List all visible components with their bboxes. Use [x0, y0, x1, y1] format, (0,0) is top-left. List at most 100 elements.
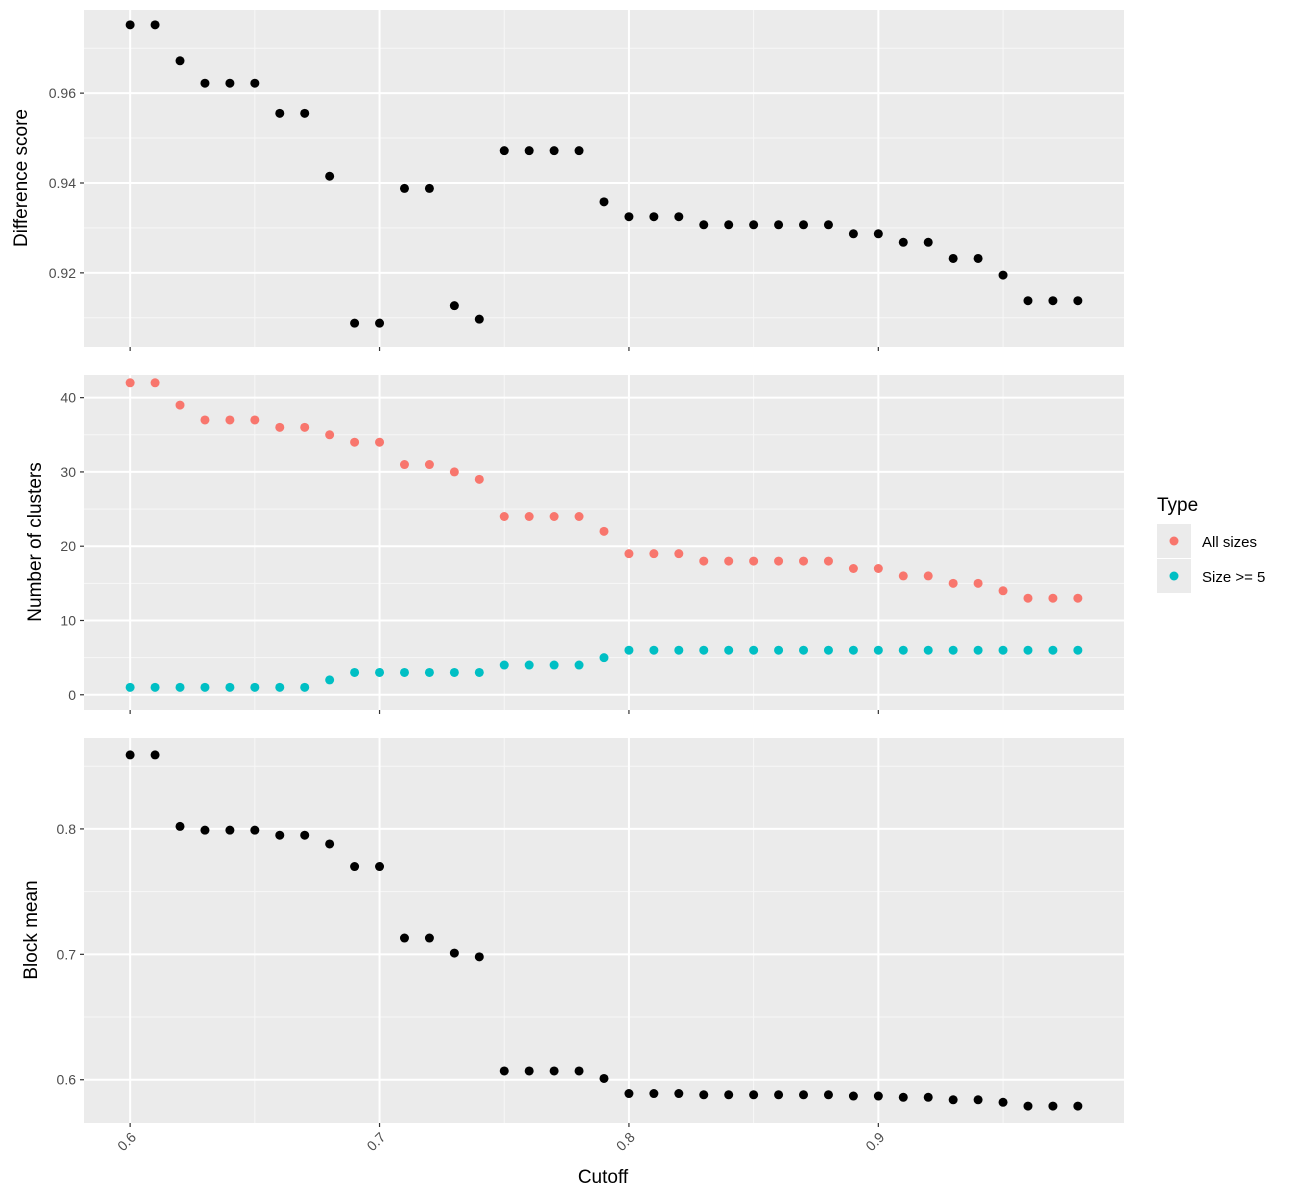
data-point [649, 1089, 659, 1099]
legend-title: Type [1157, 495, 1198, 516]
data-point [125, 20, 135, 30]
data-point [749, 556, 759, 566]
legend-label-all-sizes: All sizes [1202, 534, 1257, 551]
data-point [1073, 1101, 1083, 1111]
data-point [300, 108, 310, 118]
data-point [375, 862, 385, 872]
data-point [998, 645, 1008, 655]
data-point [649, 645, 659, 655]
data-point [175, 682, 185, 692]
data-point [549, 1066, 559, 1076]
data-point [1048, 593, 1058, 603]
data-point [749, 220, 759, 230]
data-point [574, 512, 584, 522]
data-point [300, 830, 310, 840]
data-point [948, 578, 958, 588]
data-point [399, 933, 409, 943]
series-points [125, 750, 1083, 1111]
y-tick-label: 0.8 [57, 821, 77, 837]
data-point [325, 839, 335, 849]
y-axis-title-block-mean: Block mean [21, 880, 42, 979]
data-point [873, 1091, 883, 1101]
data-point [1023, 1101, 1033, 1111]
y-tick-label: 0.92 [49, 265, 76, 281]
legend-key-size-5 [1169, 571, 1179, 581]
data-point [300, 422, 310, 432]
data-point [350, 862, 360, 872]
data-point [350, 667, 360, 677]
data-point [923, 1092, 933, 1102]
data-point [724, 645, 734, 655]
data-point [973, 578, 983, 588]
panel-background [84, 738, 1124, 1123]
data-point [225, 415, 235, 425]
y-tick-label: 30 [60, 464, 76, 480]
data-point [300, 682, 310, 692]
data-point [898, 1092, 908, 1102]
data-point [125, 682, 135, 692]
data-point [574, 660, 584, 670]
data-point [973, 253, 983, 263]
data-point [799, 220, 809, 230]
data-point [923, 571, 933, 581]
data-point [499, 146, 509, 156]
data-point [848, 563, 858, 573]
legend-label-size-5: Size >= 5 [1202, 569, 1265, 586]
data-point [424, 667, 434, 677]
y-tick-label: 0.6 [57, 1072, 77, 1088]
legend-key-all-sizes [1169, 536, 1179, 546]
data-point [823, 1090, 833, 1100]
data-point [848, 1091, 858, 1101]
data-point [1023, 593, 1033, 603]
panel-background [84, 10, 1124, 347]
data-point [125, 750, 135, 760]
data-point [250, 825, 260, 835]
data-point [774, 645, 784, 655]
data-point [724, 556, 734, 566]
data-point [599, 1073, 609, 1083]
data-point [474, 667, 484, 677]
data-point [325, 171, 335, 181]
data-point [275, 682, 285, 692]
y-tick-label: 0 [68, 687, 76, 703]
panel-block-mean: 0.6 0.7 0.8 [57, 738, 1124, 1127]
data-point [399, 183, 409, 193]
y-axis-title-difference-score: Difference score [11, 109, 32, 247]
data-point [799, 645, 809, 655]
data-point [250, 682, 260, 692]
y-tick-label: 0.7 [57, 946, 77, 962]
data-point [749, 1090, 759, 1100]
data-point [350, 437, 360, 447]
data-point [225, 682, 235, 692]
data-point [624, 549, 634, 559]
data-point [549, 512, 559, 522]
data-point [150, 682, 160, 692]
data-point [549, 146, 559, 156]
data-point [375, 437, 385, 447]
data-point [275, 108, 285, 118]
data-point [799, 1090, 809, 1100]
data-point [350, 318, 360, 328]
data-point [275, 830, 285, 840]
data-point [873, 229, 883, 239]
y-axis-title-number-of-clusters: Number of clusters [25, 462, 46, 621]
y-tick-label: 10 [60, 612, 76, 628]
data-point [524, 1066, 534, 1076]
data-point [474, 474, 484, 484]
data-point [699, 645, 709, 655]
data-point [175, 56, 185, 66]
data-point [1073, 593, 1083, 603]
data-point [674, 549, 684, 559]
data-point [424, 183, 434, 193]
data-point [175, 400, 185, 410]
data-point [474, 314, 484, 324]
data-point [848, 645, 858, 655]
data-point [449, 667, 459, 677]
data-point [1023, 645, 1033, 655]
data-point [848, 229, 858, 239]
data-point [823, 220, 833, 230]
data-point [948, 645, 958, 655]
data-point [774, 220, 784, 230]
data-point [524, 146, 534, 156]
